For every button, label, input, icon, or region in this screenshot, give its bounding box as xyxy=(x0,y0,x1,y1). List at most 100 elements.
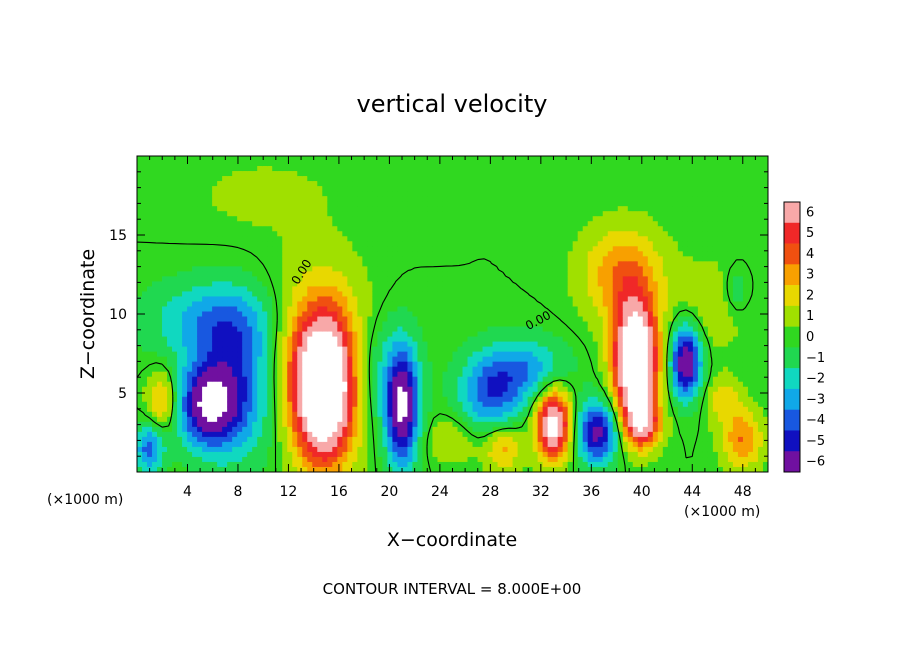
field-cell xyxy=(377,326,383,332)
field-cell xyxy=(527,191,534,197)
field-cell xyxy=(442,301,448,307)
field-cell xyxy=(492,231,498,237)
field-cell xyxy=(477,386,483,393)
field-cell xyxy=(507,216,513,222)
field-cell xyxy=(282,361,288,368)
field-cell xyxy=(172,226,178,232)
field-cell xyxy=(417,411,423,418)
field-cell xyxy=(187,386,193,393)
field-cell xyxy=(417,246,423,252)
field-cell xyxy=(327,166,333,172)
field-cell xyxy=(412,206,418,212)
field-cell xyxy=(422,266,428,272)
field-cell xyxy=(252,326,258,332)
field-cell xyxy=(497,201,503,207)
field-cell xyxy=(497,176,503,182)
field-cell xyxy=(302,251,308,257)
field-cell xyxy=(427,221,433,227)
field-cell xyxy=(402,431,408,438)
field-cell xyxy=(522,396,529,403)
field-cell xyxy=(222,261,228,267)
field-cell xyxy=(182,301,188,307)
field-cell xyxy=(282,336,288,342)
field-cell xyxy=(502,261,508,267)
field-cell xyxy=(347,191,353,197)
field-cell xyxy=(522,316,529,322)
field-cell xyxy=(452,406,458,413)
field-cell xyxy=(312,441,318,448)
field-cell xyxy=(512,356,519,363)
field-cell xyxy=(287,271,293,277)
field-cell xyxy=(382,336,388,342)
field-cell xyxy=(317,346,323,353)
field-cell xyxy=(362,266,368,272)
field-cell xyxy=(422,311,428,317)
field-cell xyxy=(352,196,358,202)
field-cell xyxy=(292,326,298,332)
field-cell xyxy=(157,161,163,167)
field-cell xyxy=(257,236,263,242)
field-cell xyxy=(412,461,418,468)
field-cell xyxy=(177,396,183,403)
field-cell xyxy=(322,336,328,342)
field-cell xyxy=(252,281,258,287)
field-cell xyxy=(322,381,328,388)
field-cell xyxy=(412,431,418,438)
field-cell xyxy=(152,316,158,322)
field-cell xyxy=(437,381,443,388)
field-cell xyxy=(157,361,163,368)
field-cell xyxy=(222,461,228,468)
field-cell xyxy=(247,416,253,423)
field-cell xyxy=(187,261,193,267)
field-cell xyxy=(232,361,238,368)
field-cell xyxy=(327,256,333,262)
field-cell xyxy=(162,251,168,257)
field-cell xyxy=(397,231,403,237)
field-cell xyxy=(317,271,323,277)
field-cell xyxy=(512,446,519,453)
field-cell xyxy=(422,466,428,472)
field-cell xyxy=(427,441,433,448)
field-cell xyxy=(337,311,343,317)
field-cell xyxy=(412,166,418,172)
field-cell xyxy=(222,441,228,448)
field-cell xyxy=(232,301,238,307)
field-cell xyxy=(312,226,318,232)
field-cell xyxy=(502,291,508,297)
field-cell xyxy=(352,311,358,317)
field-cell xyxy=(292,231,298,237)
field-cell xyxy=(242,451,248,458)
field-cell xyxy=(142,386,148,393)
field-cell xyxy=(187,331,193,337)
field-cell xyxy=(237,256,243,262)
field-cell xyxy=(212,431,218,438)
field-cell xyxy=(402,406,408,413)
field-cell xyxy=(177,246,183,252)
field-cell xyxy=(437,311,443,317)
field-cell xyxy=(367,301,373,307)
field-cell xyxy=(512,361,519,368)
field-cell xyxy=(437,206,443,212)
field-cell xyxy=(232,186,238,192)
field-cell xyxy=(407,191,413,197)
field-cell xyxy=(292,386,298,393)
field-cell xyxy=(382,446,388,453)
field-cell xyxy=(307,416,313,423)
field-cell xyxy=(292,371,298,378)
field-cell xyxy=(232,266,238,272)
field-cell xyxy=(487,321,493,327)
field-cell xyxy=(462,206,468,212)
field-cell xyxy=(527,201,534,207)
field-cell xyxy=(362,356,368,363)
field-cell xyxy=(287,211,293,217)
field-cell xyxy=(527,226,534,232)
field-cell xyxy=(157,441,163,448)
field-cell xyxy=(467,256,473,262)
field-cell xyxy=(447,466,453,472)
field-cell xyxy=(182,411,188,418)
field-cell xyxy=(437,456,443,463)
field-cell xyxy=(417,421,423,428)
field-cell xyxy=(517,421,524,428)
field-cell xyxy=(247,176,253,182)
field-cell xyxy=(227,306,233,312)
